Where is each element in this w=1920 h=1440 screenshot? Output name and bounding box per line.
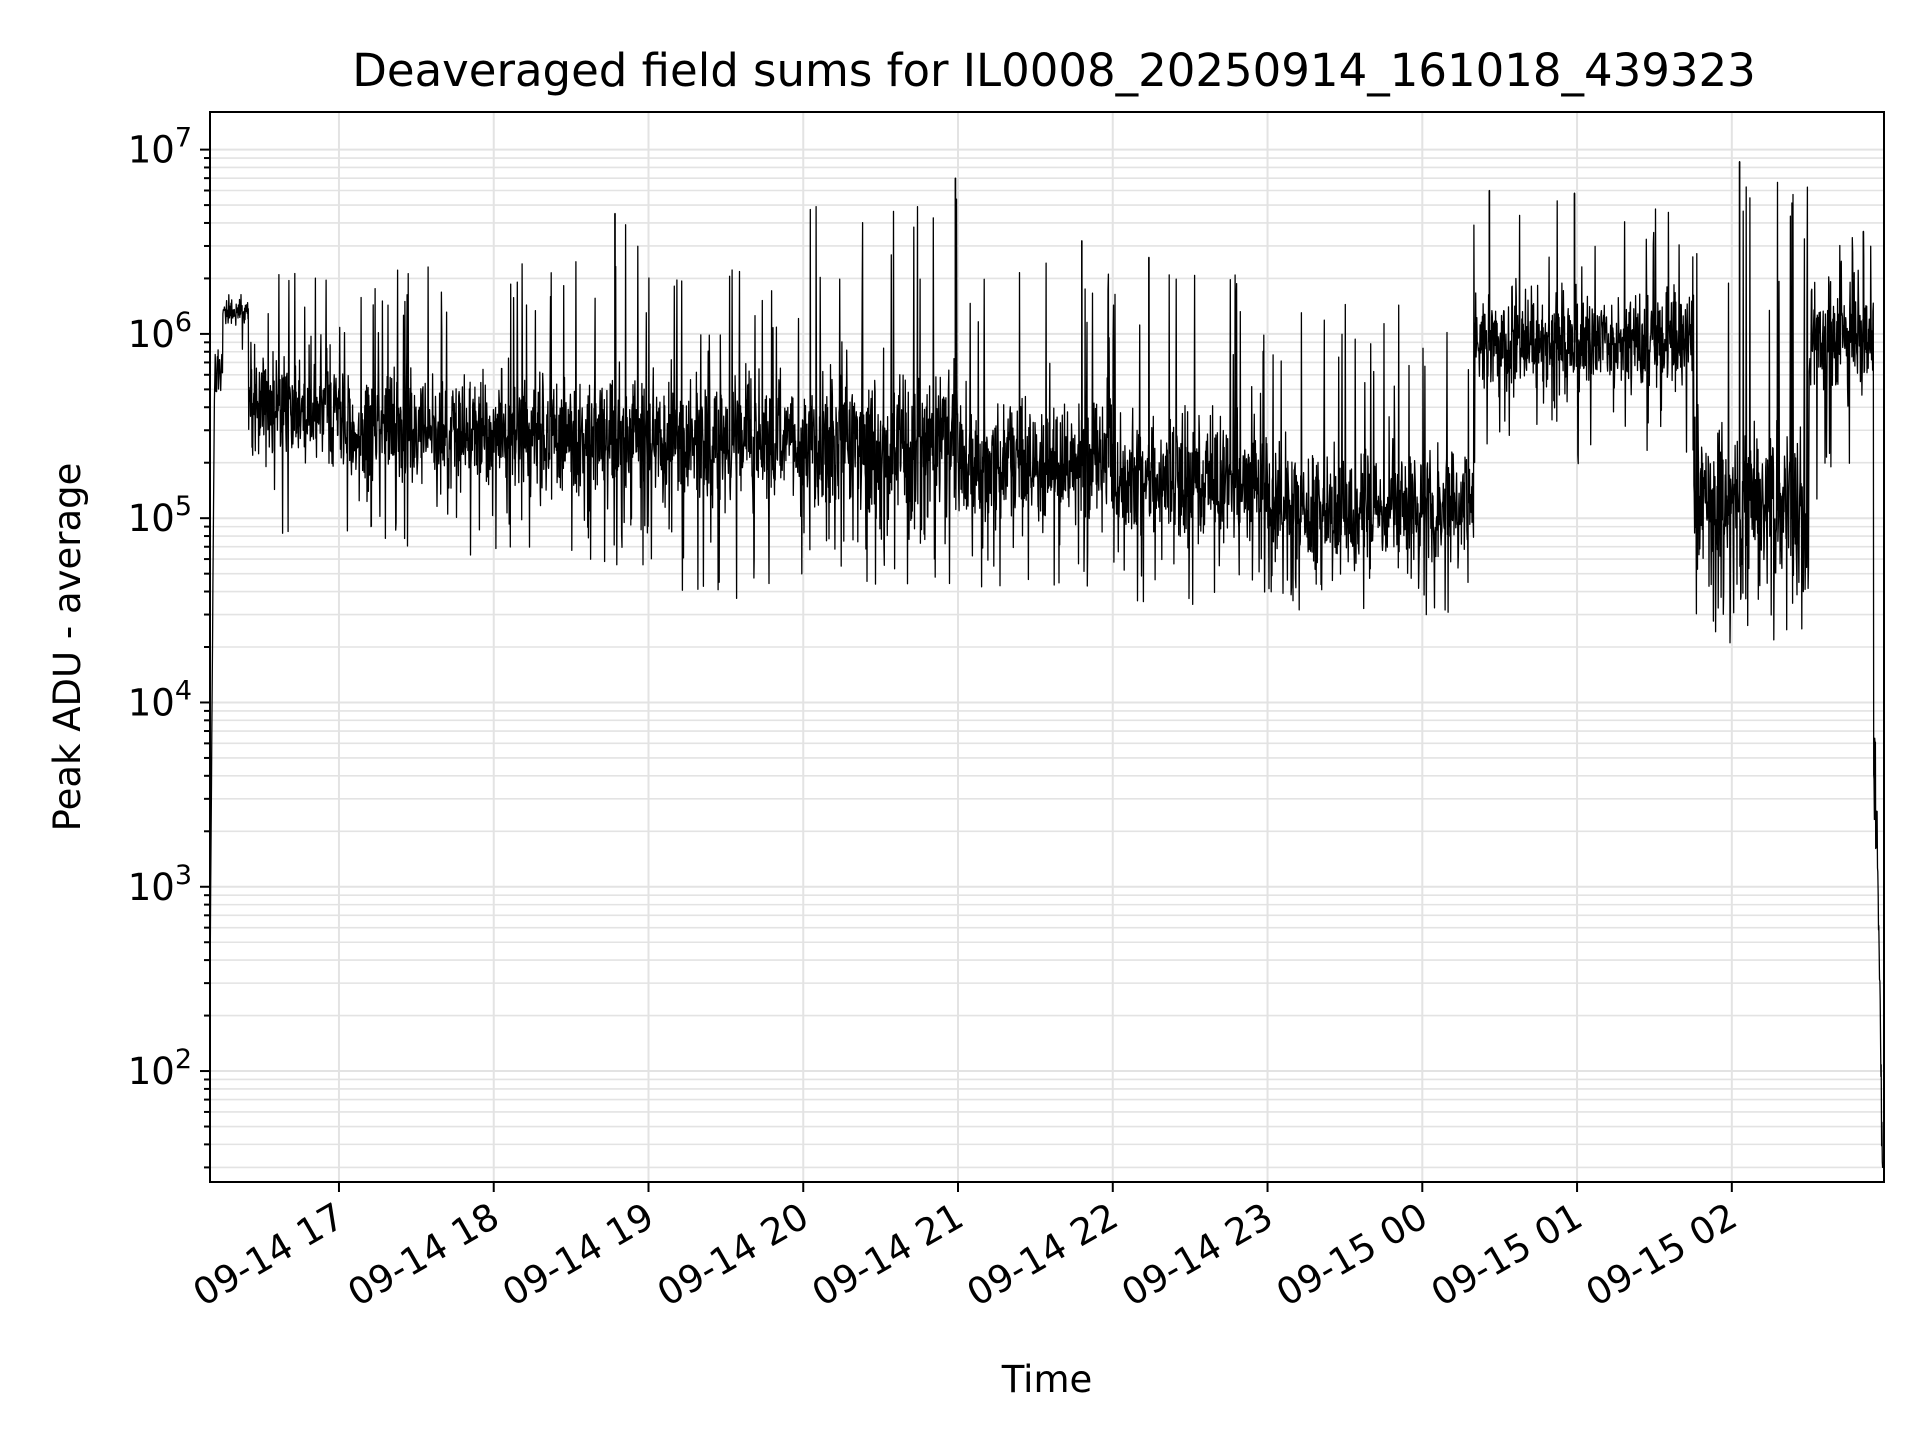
- y-tick-label: 105: [128, 491, 192, 540]
- y-tick-label: 102: [128, 1044, 192, 1093]
- series-layer: [209, 161, 1885, 1169]
- y-tick-label: 106: [128, 307, 192, 356]
- y-axis-label: Peak ADU - average: [46, 463, 89, 832]
- series-line: [209, 161, 1885, 1169]
- y-tick-label: 107: [128, 123, 192, 172]
- x-axis-label: Time: [1001, 1358, 1093, 1401]
- y-tick-label: 104: [128, 675, 192, 724]
- y-tick-label: 103: [128, 860, 192, 909]
- chart-title: Deaveraged field sums for IL0008_2025091…: [352, 44, 1756, 97]
- plot-frame: [209, 111, 1885, 1183]
